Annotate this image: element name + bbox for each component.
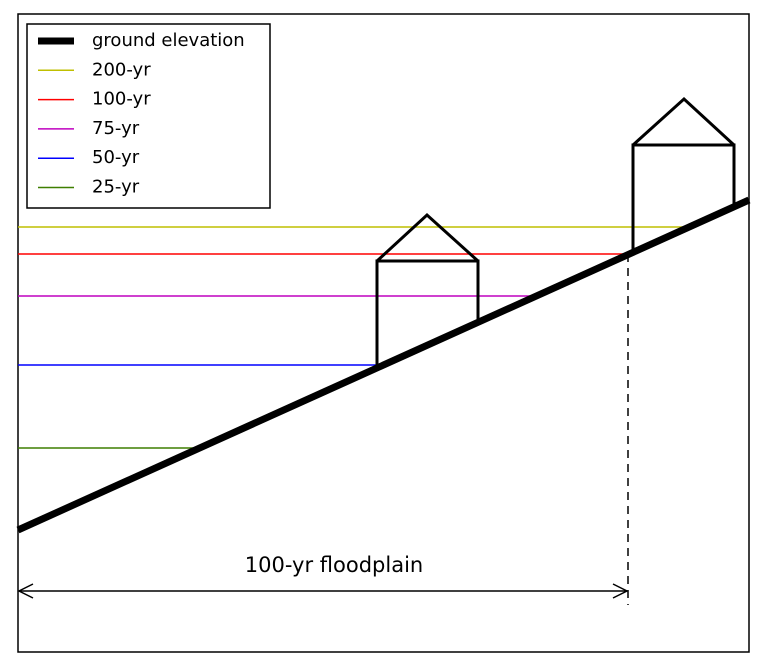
floodplain-arrow <box>17 583 629 599</box>
arrow-head <box>17 583 34 599</box>
arrow-head <box>612 583 629 599</box>
flood-levels <box>18 226 688 449</box>
legend-label: 75-yr <box>92 118 140 139</box>
house-walls <box>631 143 736 252</box>
legend-label: 100-yr <box>92 89 151 110</box>
legend-label: 200-yr <box>92 59 151 80</box>
house-walls <box>375 259 480 368</box>
legend-label: ground elevation <box>92 30 245 51</box>
legend: ground elevation 200-yr 100-yr 75-yr 50-yr 25… <box>26 23 271 209</box>
legend-label: 25-yr <box>92 177 140 198</box>
house-roof <box>631 96 736 147</box>
floodplain-label: 100-yr floodplain <box>245 553 423 577</box>
legend-label: 50-yr <box>92 147 140 168</box>
ground-line <box>16 196 751 534</box>
legend-box <box>26 23 271 209</box>
house <box>631 96 736 252</box>
house-roof <box>375 212 480 263</box>
house <box>375 212 480 368</box>
